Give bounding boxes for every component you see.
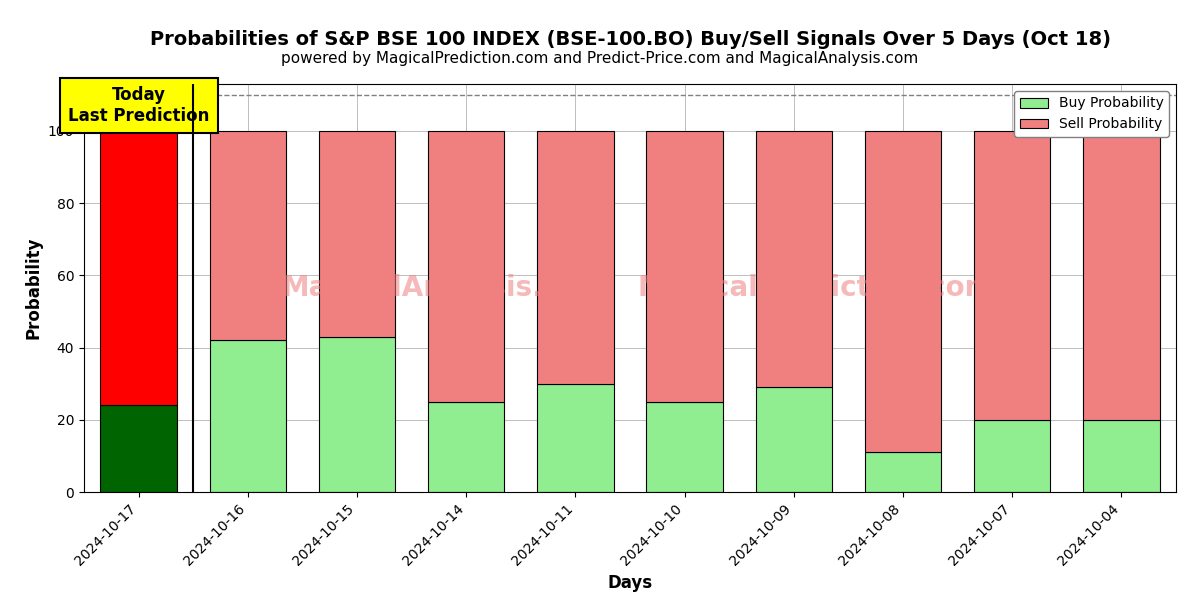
Bar <box>974 420 1050 492</box>
Bar <box>428 131 504 402</box>
Bar <box>647 402 722 492</box>
Text: MagicalPrediction.com: MagicalPrediction.com <box>637 274 994 302</box>
Bar <box>865 452 941 492</box>
Text: Today
Last Prediction: Today Last Prediction <box>68 86 209 125</box>
Bar <box>865 131 941 452</box>
Bar <box>756 131 832 387</box>
Title: Probabilities of S&P BSE 100 INDEX (BSE-100.BO) Buy/Sell Signals Over 5 Days (Oc: Probabilities of S&P BSE 100 INDEX (BSE-… <box>150 30 1110 49</box>
Bar <box>538 383 613 492</box>
Bar <box>538 131 613 383</box>
Bar <box>1084 131 1159 420</box>
Bar <box>101 406 176 492</box>
Bar <box>1084 420 1159 492</box>
X-axis label: Days: Days <box>607 574 653 592</box>
Text: powered by MagicalPrediction.com and Predict-Price.com and MagicalAnalysis.com: powered by MagicalPrediction.com and Pre… <box>281 51 919 66</box>
Bar <box>210 131 286 340</box>
Bar <box>101 131 176 406</box>
Bar <box>319 337 395 492</box>
Legend: Buy Probability, Sell Probability: Buy Probability, Sell Probability <box>1014 91 1169 137</box>
Bar <box>319 131 395 337</box>
Bar <box>210 340 286 492</box>
Bar <box>647 131 722 402</box>
Text: MagicalAnalysis.com: MagicalAnalysis.com <box>281 274 607 302</box>
Bar <box>428 402 504 492</box>
Bar <box>756 387 832 492</box>
Y-axis label: Probability: Probability <box>24 237 42 339</box>
Bar <box>974 131 1050 420</box>
